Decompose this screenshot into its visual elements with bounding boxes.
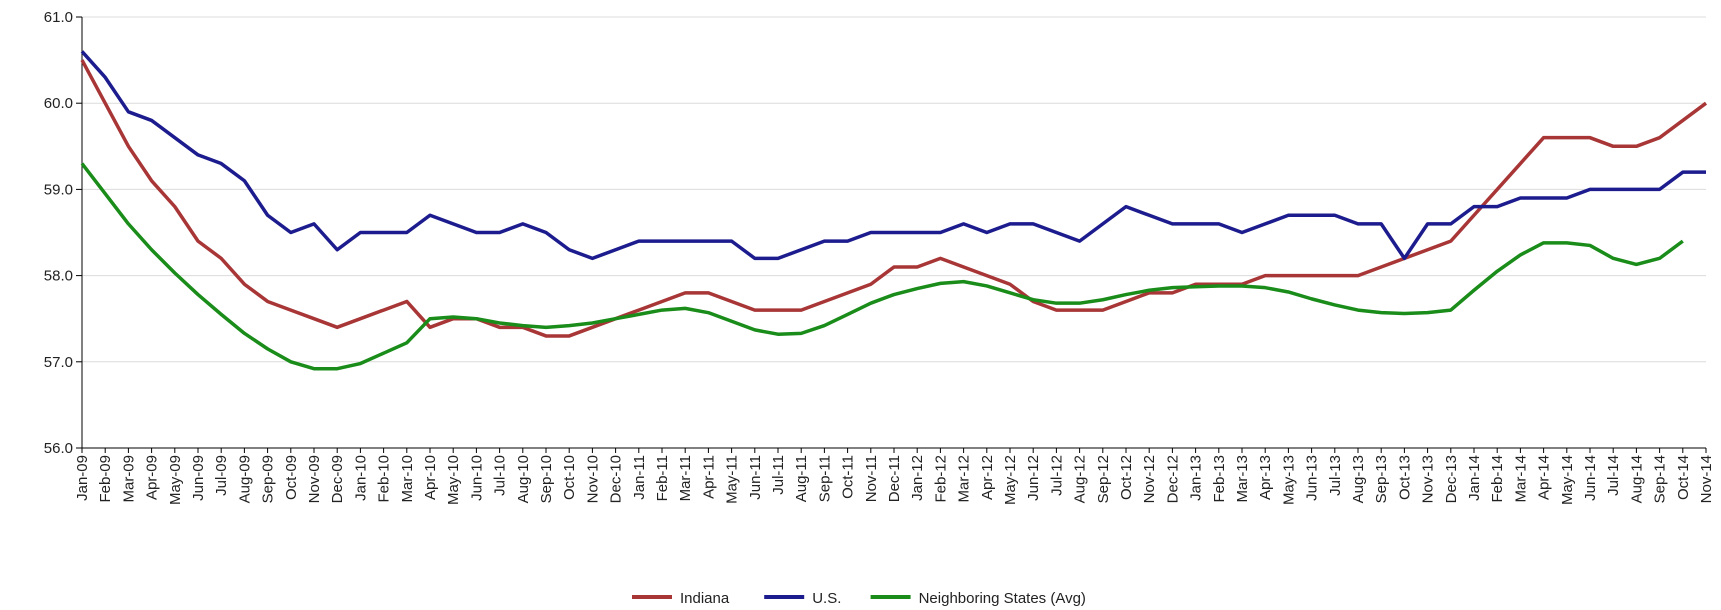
- x-tick-label: Jun-13: [1304, 455, 1321, 501]
- series-line: [80, 59, 1708, 338]
- x-tick-label: Jan-12: [909, 455, 926, 501]
- series-line: [80, 50, 1706, 261]
- x-tick-label: Sep-10: [538, 455, 555, 503]
- x-tick-label: Nov-12: [1141, 455, 1158, 503]
- x-tick-label: Jul-14: [1605, 455, 1622, 496]
- x-tick-label: Oct-09: [283, 455, 300, 500]
- x-tick-label: Dec-13: [1443, 455, 1460, 503]
- x-tick-label: Apr-12: [979, 455, 996, 500]
- x-tick-label: Jul-10: [492, 455, 509, 496]
- x-tick-label: Nov-14: [1698, 455, 1715, 503]
- x-tick-label: May-13: [1280, 455, 1297, 505]
- x-tick-label: Aug-10: [515, 455, 532, 503]
- x-tick-label: Nov-10: [584, 455, 601, 503]
- x-tick-label: May-11: [724, 455, 741, 504]
- x-tick-label: Jun-10: [468, 455, 485, 501]
- x-tick-label: Sep-09: [260, 455, 277, 503]
- y-tick-label: 56.0: [44, 440, 73, 457]
- x-tick-label: Aug-11: [793, 455, 810, 502]
- x-tick-label: Sep-12: [1095, 455, 1112, 503]
- x-tick-label: Jan-14: [1466, 455, 1483, 501]
- x-tick-label: Jul-11: [770, 455, 787, 495]
- x-tick-label: Aug-09: [236, 455, 253, 503]
- x-tick-label: May-12: [1002, 455, 1019, 505]
- x-tick-label: Oct-13: [1396, 455, 1413, 500]
- x-tick-label: Dec-11: [886, 455, 903, 502]
- x-tick-label: Sep-13: [1373, 455, 1390, 503]
- x-tick-label: Oct-14: [1675, 455, 1692, 500]
- y-tick-label: 57.0: [44, 354, 73, 371]
- x-tick-label: Oct-10: [561, 455, 578, 500]
- x-tick-label: Jan-09: [74, 455, 91, 501]
- x-tick-label: Jan-10: [352, 455, 369, 501]
- x-tick-label: Feb-11: [654, 455, 671, 501]
- x-tick-label: Jun-12: [1025, 455, 1042, 501]
- x-tick-label: Jun-09: [190, 455, 207, 501]
- x-tick-label: Sep-14: [1652, 455, 1669, 503]
- x-tick-label: Apr-14: [1536, 455, 1553, 500]
- x-tick-label: Feb-09: [97, 455, 114, 503]
- x-tick-label: Mar-13: [1234, 455, 1251, 503]
- y-tick-label: 59.0: [44, 181, 73, 198]
- series-line: [80, 162, 1684, 371]
- legend-label: Neighboring States (Avg): [919, 590, 1086, 607]
- x-tick-label: Aug-13: [1350, 455, 1367, 503]
- x-tick-label: Oct-12: [1118, 455, 1135, 500]
- x-tick-label: Mar-11: [677, 455, 694, 501]
- x-tick-label: Sep-11: [816, 455, 833, 502]
- x-tick-label: Dec-12: [1164, 455, 1181, 503]
- x-tick-label: Jul-13: [1327, 455, 1344, 496]
- legend-label: U.S.: [812, 590, 841, 607]
- x-tick-label: Jan-11: [631, 455, 648, 500]
- x-tick-label: Jan-13: [1188, 455, 1205, 501]
- x-tick-label: Oct-11: [840, 455, 857, 499]
- x-tick-label: Aug-12: [1072, 455, 1089, 503]
- x-tick-label: Apr-09: [144, 455, 161, 500]
- x-tick-label: Mar-09: [120, 455, 137, 503]
- x-tick-label: May-09: [167, 455, 184, 505]
- x-tick-label: Jun-14: [1582, 455, 1599, 501]
- x-tick-label: Nov-09: [306, 455, 323, 503]
- legend-label: Indiana: [680, 590, 730, 607]
- x-tick-label: Nov-11: [863, 455, 880, 502]
- x-tick-label: Jul-09: [213, 455, 230, 496]
- y-tick-label: 60.0: [44, 95, 73, 112]
- y-tick-label: 61.0: [44, 9, 73, 26]
- x-tick-label: Nov-13: [1420, 455, 1437, 503]
- x-tick-label: Dec-10: [608, 455, 625, 503]
- y-tick-label: 58.0: [44, 268, 73, 285]
- x-tick-label: Aug-14: [1628, 455, 1645, 503]
- x-tick-label: Mar-14: [1512, 455, 1529, 503]
- x-tick-label: Jun-11: [747, 455, 764, 500]
- x-tick-label: Apr-11: [700, 455, 717, 499]
- x-tick-label: Mar-12: [956, 455, 973, 503]
- x-tick-label: Feb-12: [932, 455, 949, 503]
- x-tick-label: Apr-13: [1257, 455, 1274, 500]
- x-tick-label: Jul-12: [1048, 455, 1065, 496]
- x-tick-label: Feb-10: [376, 455, 393, 503]
- x-tick-label: Dec-09: [329, 455, 346, 503]
- x-tick-label: May-14: [1559, 455, 1576, 505]
- x-tick-label: Feb-14: [1489, 455, 1506, 503]
- x-tick-label: May-10: [445, 455, 462, 505]
- x-tick-label: Mar-10: [399, 455, 416, 503]
- x-tick-label: Feb-13: [1211, 455, 1228, 503]
- x-tick-label: Apr-10: [422, 455, 439, 500]
